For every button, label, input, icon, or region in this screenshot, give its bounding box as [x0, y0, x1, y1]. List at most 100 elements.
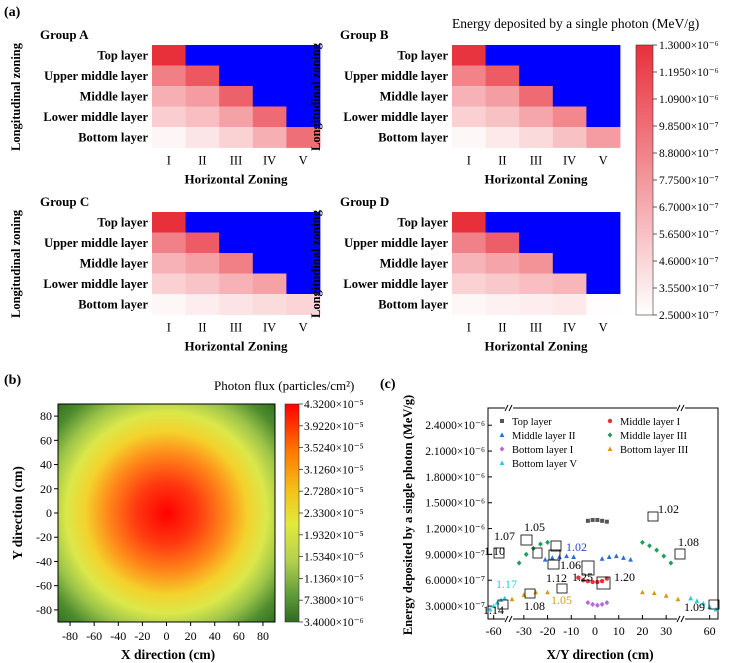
row-label: Bottom layer [78, 131, 148, 145]
heatmap-cell [452, 232, 486, 254]
colorbar-a-title: Energy deposited by a single photon (MeV… [452, 16, 699, 31]
data-point [607, 418, 613, 424]
data-point [499, 432, 505, 437]
flux-y-tick-label: 60 [40, 433, 52, 447]
axis-break-bg [505, 405, 513, 411]
legend-label: Middle layer I [620, 417, 681, 428]
data-point [564, 553, 569, 559]
heatmap-cell [252, 65, 287, 87]
heatmap-cell [519, 65, 554, 87]
heatmap-cell [519, 45, 554, 66]
colorbar-a-tick-label: 1.0900×10⁻⁶ [659, 94, 719, 106]
heatmap-cell [552, 86, 587, 107]
heatmap-cell [485, 232, 520, 254]
row-label: Lower middle layer [343, 110, 448, 124]
scatter-y-tick-label: 3.0000×10⁻⁷ [425, 601, 485, 613]
heatmap-cell [286, 86, 321, 107]
series-top-layer [585, 517, 609, 524]
col-label: IV [263, 321, 276, 335]
colorbar-b-tick-label: 1.5340×10⁻⁵ [304, 552, 364, 564]
ratio-label: 1.07 [494, 529, 515, 543]
heatmap-cell [185, 45, 220, 66]
colorbar-a [635, 44, 654, 316]
heatmap-cell [485, 253, 520, 274]
flux-y-tick-label: 20 [40, 482, 52, 496]
colorbar-b-tick-label: 2.7280×10⁻⁵ [304, 486, 364, 498]
scatter-y-tick-label: 1.5000×10⁻⁶ [425, 498, 485, 510]
axis-break-mark [504, 615, 509, 623]
heatmap-cell [152, 65, 186, 87]
flux-y-tick-label: -20 [36, 530, 52, 544]
ratio-label: 1.02 [658, 502, 679, 516]
data-point [494, 600, 500, 605]
annotation-box [556, 583, 568, 594]
heatmap-cell [152, 86, 186, 107]
heatmap-cell [286, 106, 321, 128]
heatmap-cell [452, 45, 486, 66]
flux-x-tick-label: -40 [110, 629, 126, 643]
heatmap-cell [485, 212, 520, 233]
scatter-x-title: X/Y direction (cm) [546, 647, 653, 662]
scatter-y-tick-label: 1.2000×10⁻⁶ [425, 524, 485, 536]
data-point [675, 596, 681, 602]
heatmap-cell [185, 253, 220, 274]
row-label: Lower middle layer [43, 277, 148, 291]
col-label: V [299, 154, 308, 168]
heatmap-cell [185, 212, 220, 233]
colorbar-a-tick-label: 4.6000×10⁻⁷ [659, 256, 719, 268]
series-middle-layer-ii [542, 553, 633, 562]
heatmap-cell [219, 253, 254, 274]
col-label: II [498, 321, 506, 335]
colorbar-b-tick-label: 3.5240×10⁻⁵ [304, 443, 364, 455]
annotation-box [674, 548, 686, 560]
flux-axes: -80 -60 -40 -20 0 20 40 60 80806040200-20-40-60-… [36, 409, 269, 643]
panel-a-label: (a) [4, 5, 21, 20]
colorbar-a-tick-label: 5.6500×10⁻⁷ [659, 229, 719, 241]
colorbar-b-tick-label: 1.1360×10⁻⁵ [304, 573, 364, 585]
heatmap-cell [219, 86, 254, 107]
colorbar-a-tick-label: 7.7500×10⁻⁷ [659, 175, 719, 187]
data-point [487, 606, 493, 612]
flux-title: Photon flux (particles/cm²) [214, 378, 354, 393]
ratio-label: 1.20 [614, 570, 635, 584]
colorbar-b-tick-label: 3.9220×10⁻⁵ [304, 421, 364, 433]
heatmap-cell [452, 294, 486, 315]
annotation-box [532, 547, 543, 559]
heatmap-cell [586, 212, 621, 233]
data-point [607, 432, 613, 438]
row-label: Lower middle layer [43, 110, 148, 124]
heatmap-cell [552, 253, 587, 274]
annotation-box [524, 588, 536, 599]
flux-y-tick-label: -80 [36, 603, 52, 617]
scatter-y-tick-label: 6.0000×10⁻⁷ [425, 575, 485, 587]
colorbar-a-tick-label: 9.8500×10⁻⁷ [659, 121, 719, 133]
heatmap-x-title: Horizontal Zoning [485, 172, 588, 187]
data-point [647, 543, 652, 549]
colorbar-a-ticks: 1.3000×10⁻⁶ 1.1950×10⁻⁶ 1.0900×10⁻⁶ 9.8500×… [653, 40, 719, 322]
heatmap-cell [452, 106, 486, 128]
scatter-x-tick-label: 30 [660, 624, 672, 638]
colorbar-b-tick-label: 3.1260×10⁻⁵ [304, 464, 364, 476]
ratio-label: 1.02 [566, 540, 587, 554]
heatmap-y-title: Longitudinal zoning [309, 42, 323, 151]
row-label: Middle layer [380, 90, 449, 104]
flux-y-tick-label: 40 [40, 458, 52, 472]
colorbar-b [284, 403, 300, 623]
heatmap-cell [485, 86, 520, 107]
annotation-box [497, 599, 509, 610]
heatmap-cell [586, 45, 621, 66]
heatmap-cell [586, 86, 621, 107]
heatmap-cell [286, 127, 321, 148]
heatmap-cell [152, 294, 186, 315]
group-title: Group D [340, 194, 389, 209]
data-point [599, 578, 605, 584]
scatter-y-tick-label: 2.4000×10⁻⁶ [425, 420, 485, 432]
heatmap-cell [485, 106, 520, 128]
data-point [590, 579, 595, 585]
heatmap-cell [286, 253, 321, 274]
heatmap-cell [586, 273, 621, 295]
heatmap-cell [152, 106, 186, 128]
data-point [509, 596, 515, 602]
series-bottom-layer-iii [509, 589, 681, 602]
